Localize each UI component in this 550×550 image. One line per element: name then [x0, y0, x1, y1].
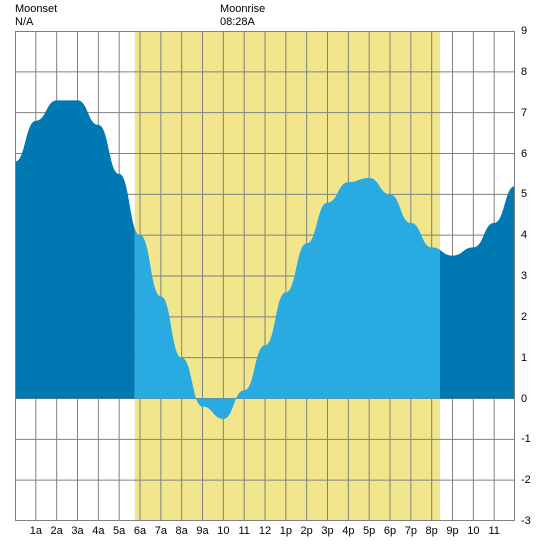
moonset-label: Moonset: [15, 3, 57, 16]
moonset-value: N/A: [15, 16, 33, 29]
x-tick-label: 3a: [71, 525, 83, 537]
x-tick-label: 8a: [176, 525, 188, 537]
x-tick-label: 1p: [280, 525, 292, 537]
x-tick-label: 6a: [134, 525, 146, 537]
tide-chart-svg: [15, 31, 515, 521]
x-tick-label: 11: [488, 525, 499, 537]
x-tick-label: 7p: [405, 525, 417, 537]
y-tick-label: 5: [521, 188, 541, 200]
chart-plot-area: [15, 31, 515, 521]
y-tick-label: 3: [521, 270, 541, 282]
tide-chart-container: Moonset N/A Moonrise 08:28A -3-2-1012345…: [0, 0, 550, 550]
y-tick-label: 2: [521, 311, 541, 323]
x-tick-label: 2p: [301, 525, 313, 537]
x-tick-label: 11: [238, 525, 249, 537]
x-tick-label: 10: [217, 525, 229, 537]
x-tick-label: 5a: [113, 525, 125, 537]
y-tick-label: 8: [521, 66, 541, 78]
x-tick-label: 4a: [92, 525, 104, 537]
y-tick-label: 1: [521, 352, 541, 364]
x-tick-label: 5p: [363, 525, 375, 537]
x-tick-label: 8p: [426, 525, 438, 537]
x-tick-label: 7a: [155, 525, 167, 537]
x-tick-label: 1a: [30, 525, 42, 537]
moonrise-value: 08:28A: [220, 16, 255, 29]
y-tick-label: 4: [521, 229, 541, 241]
y-tick-label: 6: [521, 148, 541, 160]
x-tick-label: 6p: [384, 525, 396, 537]
y-tick-label: -3: [521, 515, 541, 527]
y-tick-label: 7: [521, 107, 541, 119]
x-tick-label: 12: [259, 525, 271, 537]
moonrise-label: Moonrise: [220, 3, 265, 16]
y-tick-label: -2: [521, 474, 541, 486]
y-tick-label: -1: [521, 433, 541, 445]
x-tick-label: 9a: [196, 525, 208, 537]
y-tick-label: 0: [521, 393, 541, 405]
x-tick-label: 9p: [446, 525, 458, 537]
x-tick-label: 3p: [321, 525, 333, 537]
x-tick-label: 10: [467, 525, 479, 537]
x-tick-label: 4p: [342, 525, 354, 537]
y-tick-label: 9: [521, 25, 541, 37]
x-tick-label: 2a: [51, 525, 63, 537]
